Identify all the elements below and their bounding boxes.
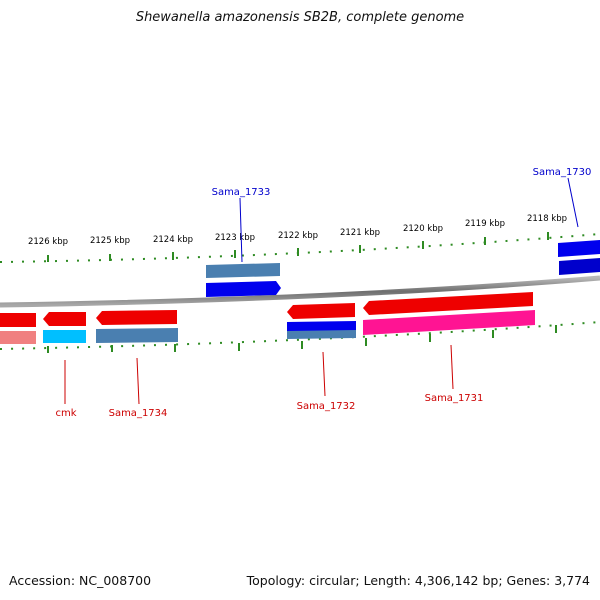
label-sama-1733[interactable]: Sama_1733 [212, 187, 271, 198]
gene-cmk-feature [43, 312, 86, 326]
ruler-tick-label: 2123 kbp [215, 233, 255, 243]
gene-sama-1730-feature-shadow [558, 240, 600, 257]
gene-sama-1731[interactable] [363, 292, 535, 335]
ruler-tick-label: 2124 kbp [153, 235, 193, 245]
gene-cmk-feature-shadow [43, 330, 86, 343]
leader-sama-1732 [322, 351, 326, 397]
ruler-tick-label: 2121 kbp [340, 228, 380, 238]
ruler-tick-label: 2125 kbp [90, 236, 130, 246]
label-sama-1731[interactable]: Sama_1731 [425, 393, 484, 404]
label-sama-1734[interactable]: Sama_1734 [109, 408, 168, 419]
upper-ruler: 2126 kbp 2125 kbp 2124 kbp 2123 kbp 2122… [0, 214, 600, 263]
gene-left-partial[interactable] [0, 313, 36, 344]
leader-sama-1730 [567, 177, 579, 228]
ruler-tick-label: 2126 kbp [28, 237, 68, 247]
accession-text: Accession: NC_008700 [9, 573, 152, 588]
map-title: Shewanella amazonensis SB2B, complete ge… [135, 10, 465, 25]
gene-sama-1732-feature-shadow-2 [287, 330, 356, 339]
gene-sama-1733-feature [206, 281, 281, 297]
gene-sama-1734-feature [96, 310, 177, 325]
label-cmk[interactable]: cmk [55, 408, 76, 419]
genome-backbone [0, 275, 600, 308]
gene-left-partial-feature-shadow [0, 331, 36, 344]
gene-cmk[interactable] [43, 312, 86, 343]
ruler-tick-label: 2118 kbp [527, 214, 567, 224]
gene-left-partial-feature [0, 313, 36, 327]
gene-sama-1732[interactable] [287, 303, 356, 339]
ruler-tick-label: 2119 kbp [465, 219, 505, 229]
ruler-tick-label: 2122 kbp [278, 231, 318, 241]
gene-sama-1730-feature [559, 258, 600, 275]
label-sama-1732[interactable]: Sama_1732 [297, 401, 356, 412]
leader-sama-1733 [239, 197, 243, 263]
leader-sama-1731 [450, 344, 454, 390]
label-sama-1730[interactable]: Sama_1730 [533, 167, 592, 178]
gene-sama-1733-feature-shadow [206, 263, 280, 278]
genome-summary-text: Topology: circular; Length: 4,306,142 bp… [246, 573, 590, 588]
gene-sama-1731-feature-shadow [363, 310, 535, 335]
gene-sama-1732-feature-shadow [287, 321, 356, 333]
gene-sama-1734[interactable] [96, 310, 178, 343]
gene-sama-1733[interactable] [206, 263, 281, 297]
lower-ruler-dots [0, 321, 600, 350]
gene-sama-1734-feature-shadow [96, 328, 178, 343]
gene-sama-1730[interactable] [558, 240, 600, 275]
ruler-tick-label: 2120 kbp [403, 224, 443, 234]
leader-sama-1734 [136, 357, 140, 405]
gene-sama-1732-feature [287, 303, 355, 319]
lower-ruler [0, 321, 600, 353]
gene-sama-1731-feature [363, 292, 533, 315]
